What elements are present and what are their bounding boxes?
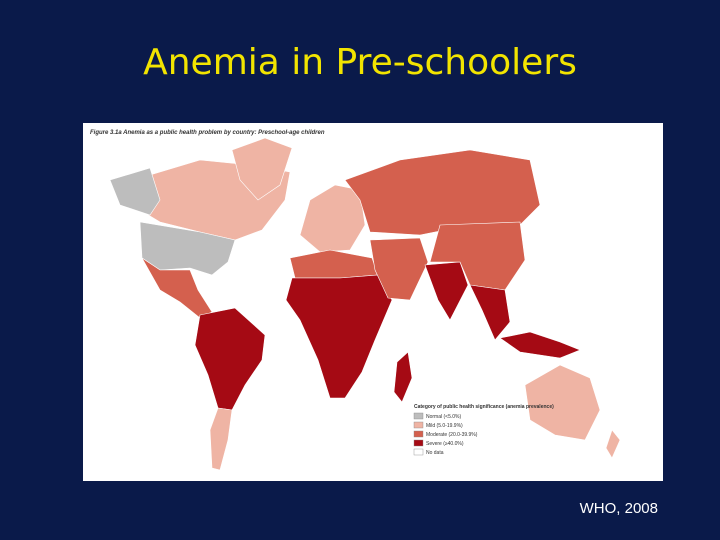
legend-swatch: [413, 430, 424, 438]
legend-label: Normal (<5.0%): [426, 414, 461, 420]
legend-label: Moderate (20.0-39.9%): [426, 432, 478, 438]
legend-swatch: [413, 412, 424, 420]
legend-swatch: [413, 448, 424, 456]
legend-swatch: [413, 439, 424, 447]
world-map: [109, 137, 621, 471]
slide-title: Anemia in Pre-schoolers: [143, 42, 577, 83]
legend-label: Severe (≥40.0%): [426, 441, 464, 447]
legend-label: Mild (5.0-19.9%): [426, 423, 463, 429]
figure-caption: Figure 3.1a Anemia as a public health pr…: [90, 130, 325, 136]
source-note: WHO, 2008: [579, 500, 658, 517]
legend-swatch: [413, 421, 424, 429]
legend-label: No data: [426, 450, 444, 456]
legend: Category of public health significance (…: [413, 404, 554, 456]
legend-title: Category of public health significance (…: [414, 404, 554, 410]
